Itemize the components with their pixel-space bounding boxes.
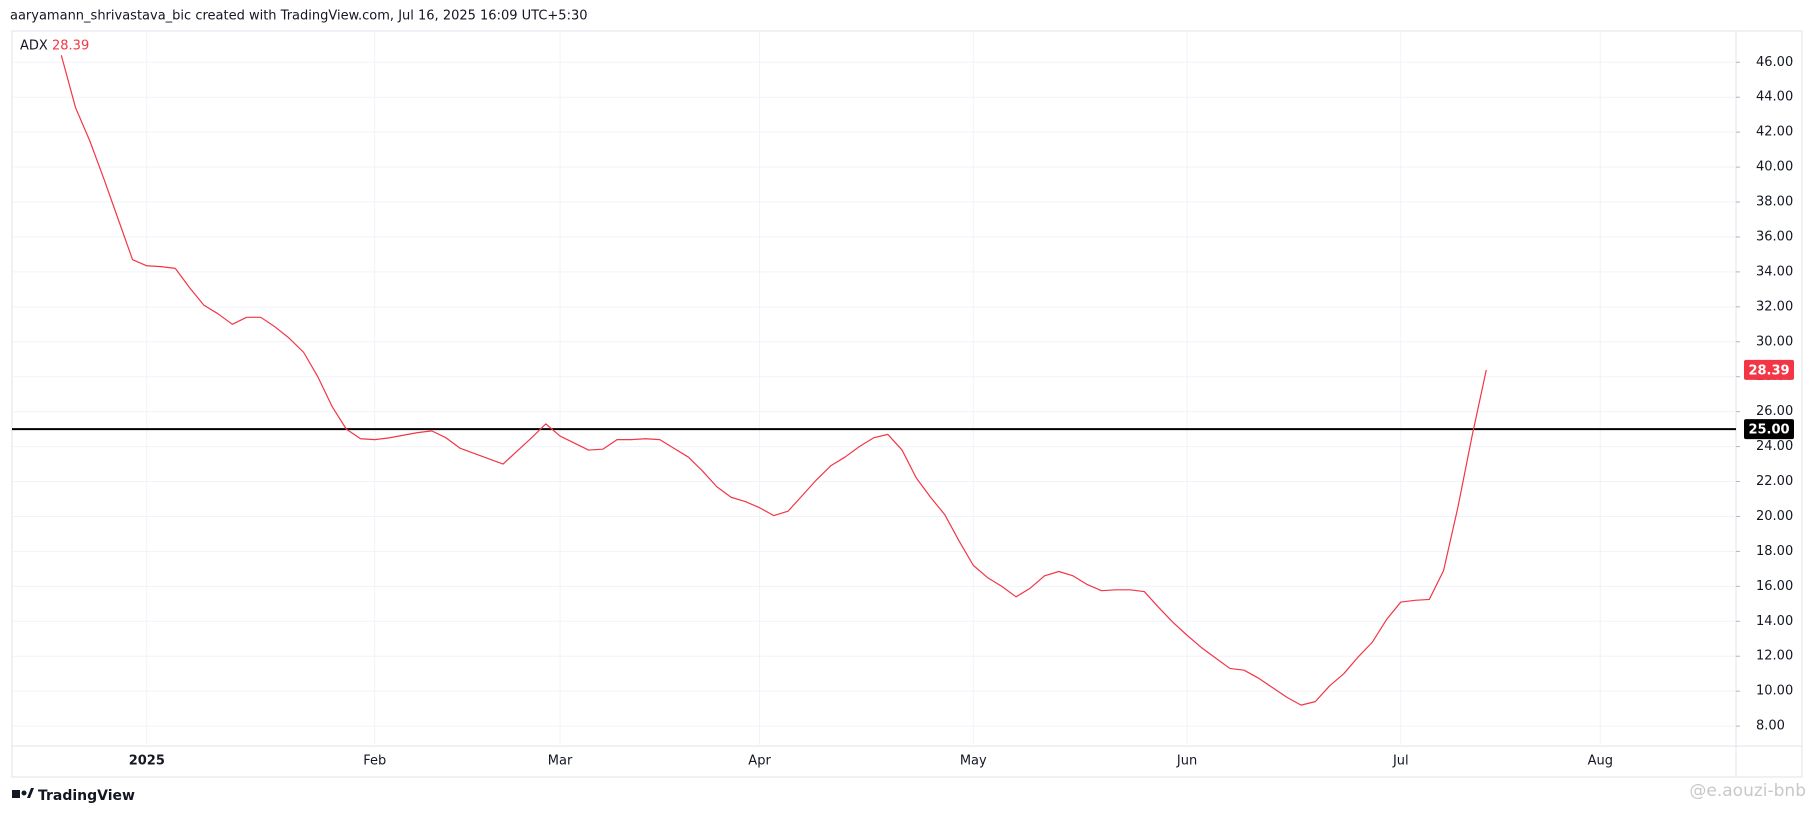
pane-border (11, 30, 1803, 778)
logo-mark (27, 788, 34, 798)
x-tick-label: Feb (363, 754, 386, 769)
legend-value: 28.39 (52, 39, 89, 54)
logo-mark (21, 790, 27, 796)
y-tick-label: 30.00 (1756, 334, 1793, 349)
axes: 8.00 10.00 12.00 14.00 16.00 18.00 20.00 22.00 2… (129, 55, 1794, 769)
reference-label: 25.00 (1748, 423, 1789, 438)
y-tick-label: 22.00 (1756, 474, 1793, 489)
header: aaryamann_shrivastava_bic created with T… (10, 9, 587, 24)
legend-name: ADX (20, 39, 48, 54)
y-tick-label: 44.00 (1756, 90, 1793, 105)
y-tick-label: 18.00 (1756, 544, 1793, 559)
x-tick-label: Apr (748, 754, 771, 769)
last-value-label: 28.39 (1748, 363, 1789, 378)
x-tick-label: 2025 (129, 754, 165, 769)
y-tick-label: 32.00 (1756, 299, 1793, 314)
series-line (60, 55, 1487, 706)
watermark: @e.aouzi-bnb (1689, 781, 1806, 801)
x-tick-label: Jun (1176, 754, 1197, 769)
y-tick-label: 12.00 (1756, 649, 1793, 664)
x-tick-label: Jul (1392, 754, 1409, 769)
y-tick-label: 24.00 (1756, 439, 1793, 454)
y-tick-label: 34.00 (1756, 264, 1793, 279)
x-tick-label: May (960, 754, 987, 769)
y-tick-label: 20.00 (1756, 509, 1793, 524)
grid (12, 31, 1736, 746)
reference-box (1744, 419, 1794, 440)
y-tick-label: 46.00 (1756, 55, 1793, 70)
y-tick-label: 26.00 (1756, 404, 1793, 419)
last-value-box (1744, 359, 1794, 380)
y-tick-label: 40.00 (1756, 160, 1793, 175)
y-tick-label: 16.00 (1756, 579, 1793, 594)
x-tick-label: Mar (548, 754, 573, 769)
logo-mark (12, 790, 20, 798)
y-tick-label: 8.00 (1756, 719, 1785, 734)
plot (12, 55, 1736, 706)
y-tick-label: 10.00 (1756, 684, 1793, 699)
tradingview-logo: TradingView (12, 788, 135, 804)
source: TradingView (38, 788, 135, 804)
y-tick-label: 14.00 (1756, 614, 1793, 629)
y-tick-label: 38.00 (1756, 195, 1793, 210)
y-tick-label: 36.00 (1756, 229, 1793, 244)
x-tick-label: Aug (1588, 754, 1613, 769)
y-tick-label: 42.00 (1756, 125, 1793, 140)
